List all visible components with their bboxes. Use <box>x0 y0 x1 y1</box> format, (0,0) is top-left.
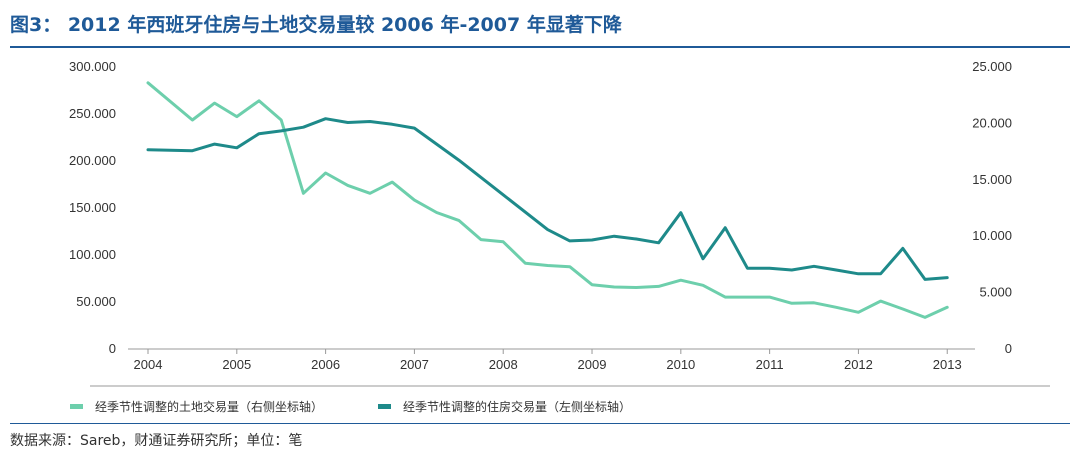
housing-transactions-line <box>146 117 949 281</box>
x-axis-tick-label: 2009 <box>578 357 607 372</box>
right-axis-tick-label: 0 <box>1005 341 1012 356</box>
x-axis-tick-label: 2004 <box>134 357 163 372</box>
left-axis-tick-label: 50.000 <box>76 294 116 309</box>
left-axis-tick-label: 200.000 <box>69 153 116 168</box>
x-axis-tick-label: 2008 <box>489 357 518 372</box>
x-axis: 2004 2005 2006 2007 2008 2009 2010 2011 2012 2013 <box>134 349 962 372</box>
x-axis-tick-label: 2006 <box>311 357 340 372</box>
right-axis-tick-label: 10.000 <box>972 228 1012 243</box>
chart-title: 图3： 2012 年西班牙住房与土地交易量较 2006 年-2007 年显著下降 <box>10 14 622 36</box>
right-axis-tick-label: 25.000 <box>972 59 1012 74</box>
left-axis: 0 50.000 100.000 150.000 200.000 250.000 300.0… <box>69 59 116 356</box>
x-axis-tick-label: 2011 <box>756 357 784 372</box>
source-divider <box>10 423 1070 424</box>
title-divider <box>10 46 1070 48</box>
left-axis-tick-label: 150.000 <box>69 200 116 215</box>
left-axis-tick-label: 100.000 <box>69 247 116 262</box>
right-axis-tick-label: 15.000 <box>972 172 1012 187</box>
left-axis-tick-label: 0 <box>109 341 116 356</box>
legend-label: 经季节性调整的住房交易量（左侧坐标轴） <box>403 399 631 414</box>
left-axis-tick-label: 300.000 <box>69 59 116 74</box>
legend-swatch <box>378 404 391 409</box>
series-lines <box>146 81 949 319</box>
right-axis-tick-label: 5.000 <box>979 285 1012 300</box>
x-axis-tick-label: 2005 <box>222 357 251 372</box>
land-transactions-line <box>146 81 949 319</box>
x-axis-tick-label: 2007 <box>400 357 429 372</box>
legend-swatch <box>70 404 83 409</box>
x-axis-tick-label: 2010 <box>666 357 695 372</box>
right-axis-tick-label: 20.000 <box>972 115 1012 130</box>
right-axis: 0 5.000 10.000 15.000 20.000 25.000 <box>972 59 1012 356</box>
x-axis-tick-label: 2013 <box>933 357 962 372</box>
left-axis-tick-label: 250.000 <box>69 106 116 121</box>
source-note: 数据来源：Sareb，财通证券研究所；单位：笔 <box>10 433 303 449</box>
legend: 经季节性调整的土地交易量（右侧坐标轴） 经季节性调整的住房交易量（左侧坐标轴） <box>70 399 631 414</box>
legend-label: 经季节性调整的土地交易量（右侧坐标轴） <box>95 399 323 414</box>
x-axis-tick-label: 2012 <box>844 357 873 372</box>
